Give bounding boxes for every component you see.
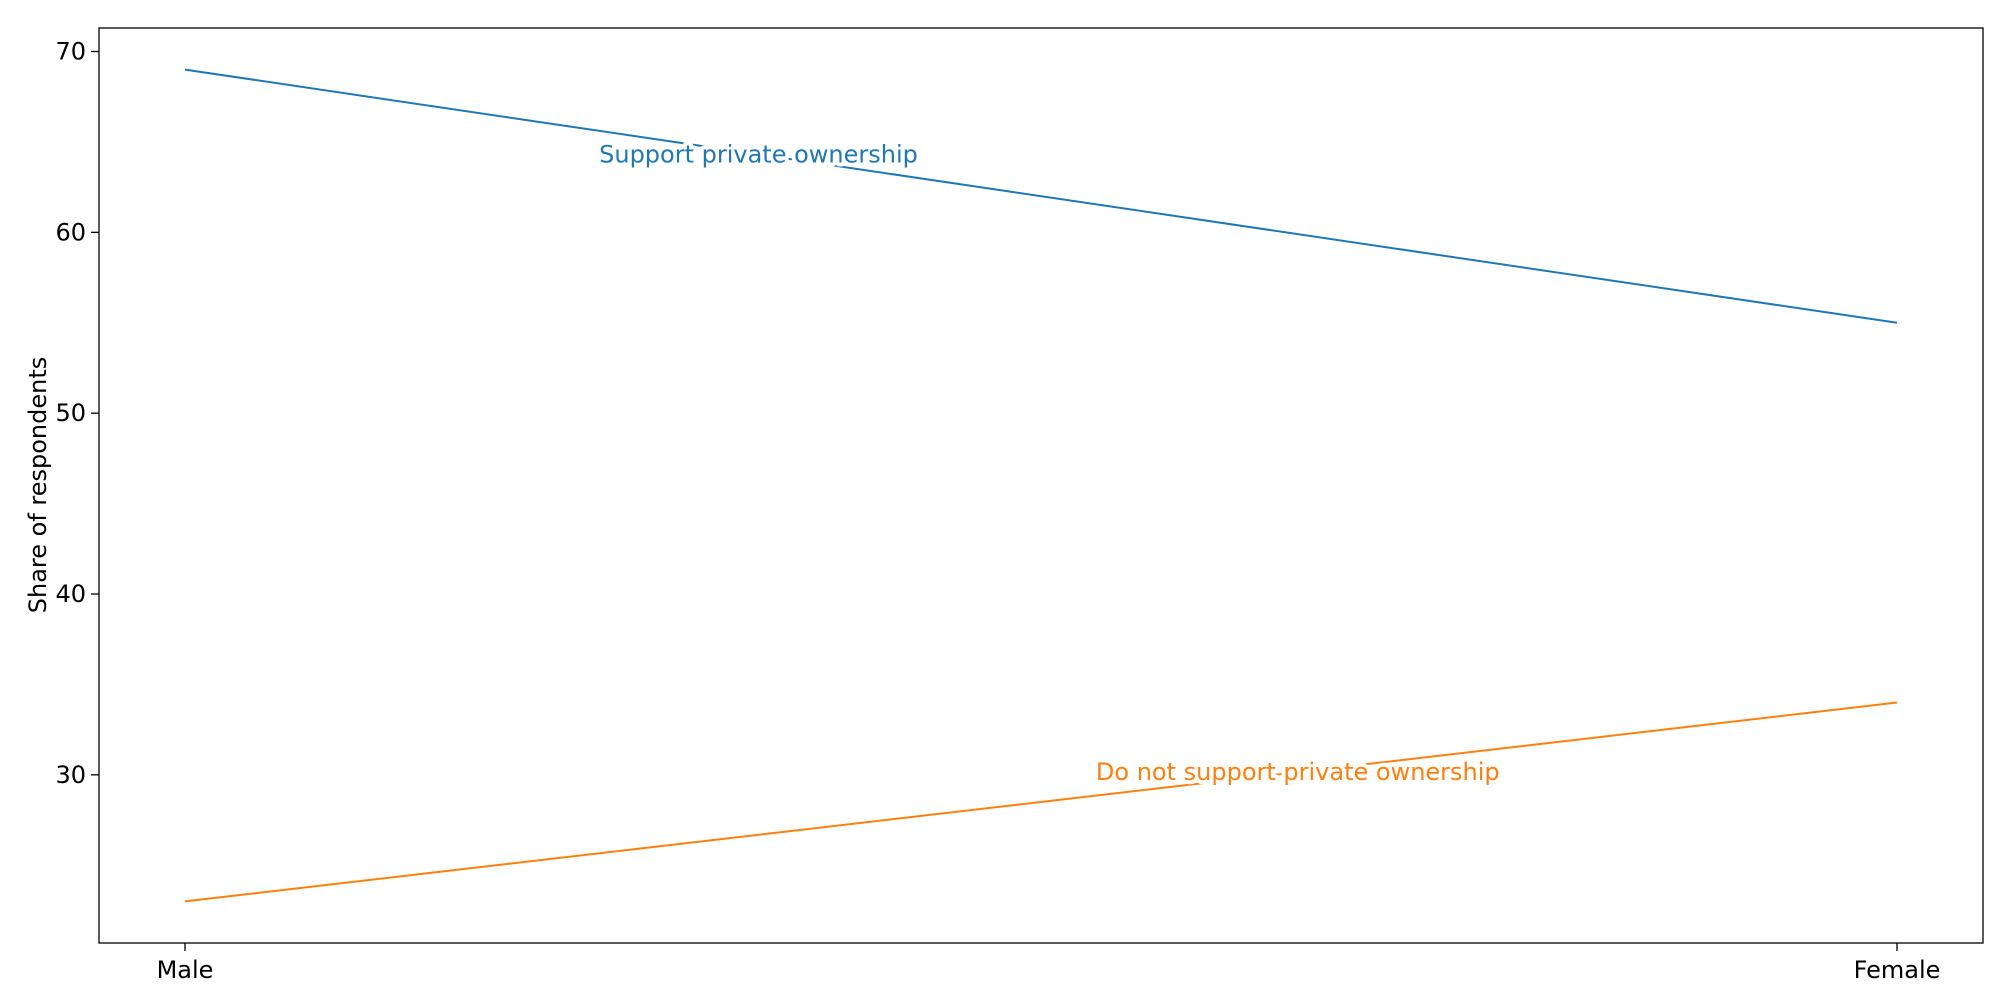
- y-tick-label: 40: [55, 580, 86, 608]
- y-axis: 30 40 50 60 70: [55, 38, 99, 789]
- series-label: Do not support private ownership: [1096, 758, 1500, 786]
- plot-area-frame: [98, 27, 1984, 944]
- series-lines: [184, 68, 1898, 903]
- y-tick-label: 70: [55, 38, 86, 66]
- series-label-halo: Do not support private ownership: [1096, 758, 1500, 786]
- x-tick-label: Female: [1854, 956, 1941, 984]
- y-tick-label: 30: [55, 761, 86, 789]
- y-tick-label: 60: [55, 218, 86, 246]
- series-line: [184, 701, 1898, 903]
- x-axis: Male Female: [157, 943, 1941, 984]
- series-line: [184, 68, 1898, 324]
- series-label: Support private ownership: [599, 140, 918, 168]
- x-tick-label: Male: [157, 956, 214, 984]
- y-tick-label: 50: [55, 399, 86, 427]
- y-axis-label: Share of respondents: [24, 357, 52, 614]
- series-label-halo: Support private ownership: [599, 140, 918, 168]
